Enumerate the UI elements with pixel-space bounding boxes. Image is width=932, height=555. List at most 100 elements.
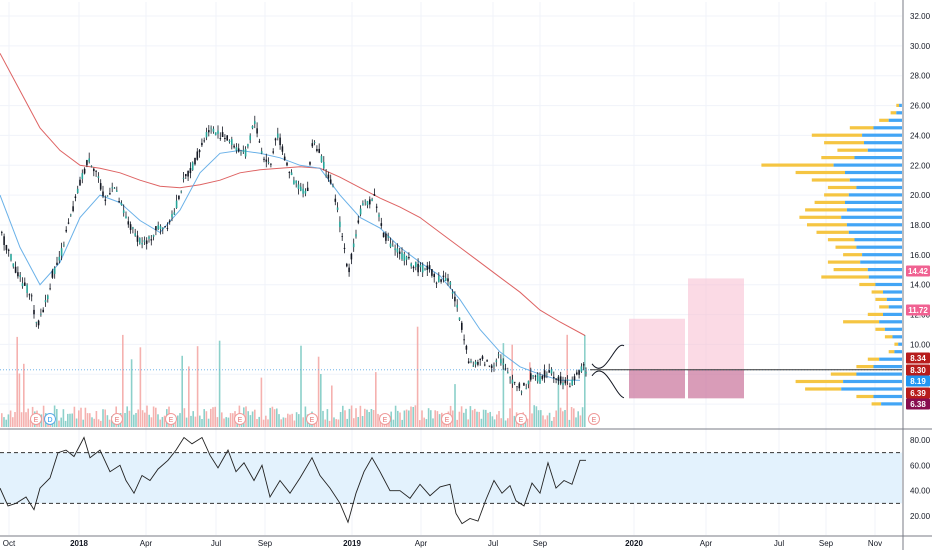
candle-body	[518, 383, 521, 389]
candle-body	[302, 188, 304, 194]
volume-profile-row	[890, 111, 897, 115]
candle-body	[265, 159, 268, 162]
time-tick-label: 2018	[70, 539, 88, 548]
volume-bar	[3, 417, 5, 427]
earnings-marker[interactable]	[441, 413, 453, 425]
candle-body	[341, 236, 343, 237]
volume-bar	[14, 412, 16, 427]
candle-body	[327, 174, 330, 179]
earnings-marker[interactable]	[30, 413, 42, 425]
earnings-marker[interactable]	[515, 413, 527, 425]
price-target-box[interactable]	[629, 318, 685, 399]
candle-body	[164, 226, 166, 227]
candle-body	[290, 172, 293, 175]
volume-bar	[64, 420, 67, 427]
time-tick-label: Apr	[140, 539, 153, 548]
time-tick-label: 2019	[343, 539, 361, 548]
volume-profile-row-up	[868, 275, 903, 279]
volume-bar	[368, 412, 370, 427]
candle-body	[447, 278, 449, 282]
volume-profile-row-up	[845, 200, 902, 204]
candle-body	[129, 224, 132, 230]
earnings-marker[interactable]	[588, 413, 600, 425]
volume-bar	[342, 405, 344, 427]
candle-body	[316, 149, 318, 151]
earnings-marker[interactable]	[44, 413, 56, 425]
time-tick-label: Jul	[774, 539, 784, 548]
volume-bar	[553, 417, 555, 427]
volume-bar	[141, 410, 144, 427]
volume-bar	[300, 345, 302, 427]
candle-body	[288, 172, 291, 173]
candle-body	[63, 244, 65, 246]
candle-body	[350, 253, 353, 260]
candle-body	[244, 149, 247, 157]
volume-bar	[408, 410, 410, 427]
candle-body	[463, 339, 465, 341]
volume-profile-row-up	[881, 402, 902, 406]
volume-bar	[20, 412, 23, 427]
candle-body	[585, 372, 587, 374]
volume-bar	[548, 412, 551, 427]
candle-body	[467, 361, 470, 363]
volume-profile-row-up	[848, 193, 902, 197]
candle-body	[249, 135, 251, 141]
price-tick-label: 16.00	[910, 251, 931, 260]
candle-body	[254, 121, 256, 124]
candle-body	[136, 235, 139, 242]
volume-bar	[412, 407, 414, 427]
candle-body	[148, 236, 150, 239]
volume-bar	[359, 405, 362, 427]
candle-body	[42, 309, 44, 313]
candle-body	[44, 300, 47, 303]
volume-bar	[469, 406, 472, 427]
volume-profile-row-up	[841, 387, 902, 391]
volume-bar	[267, 419, 269, 427]
projection-curve-down[interactable]	[591, 370, 625, 399]
earnings-marker[interactable]	[165, 413, 177, 425]
volume-bar	[476, 411, 478, 427]
earnings-marker[interactable]	[111, 413, 123, 425]
candle-body	[580, 366, 583, 372]
candle-body	[120, 203, 123, 206]
candle-body	[185, 174, 187, 177]
candle-body	[162, 228, 164, 229]
volume-bar	[348, 408, 351, 427]
candle-body	[251, 126, 254, 129]
volume-bar	[377, 413, 379, 427]
candle-body	[332, 185, 334, 187]
candle-body	[40, 313, 42, 315]
volume-bar	[177, 415, 179, 427]
volume-bar	[221, 412, 223, 427]
candle-body	[366, 201, 369, 206]
volume-bar	[196, 346, 199, 427]
projection-curve-up[interactable]	[591, 344, 625, 369]
earnings-marker[interactable]	[234, 413, 246, 425]
volume-bar	[317, 356, 320, 427]
earnings-marker[interactable]	[379, 413, 391, 425]
candle-body	[378, 214, 380, 217]
volume-bar	[414, 405, 417, 427]
time-tick-label: Nov	[868, 539, 882, 548]
price-tick-label: 32.00	[910, 12, 931, 21]
candle-body	[456, 304, 458, 308]
volume-bar	[529, 362, 531, 427]
time-tick-label: Oct	[3, 539, 16, 548]
candle-body	[582, 364, 585, 366]
earnings-marker[interactable]	[306, 413, 318, 425]
volume-profile-row	[875, 327, 885, 331]
price-target-box[interactable]	[688, 278, 744, 399]
price-badge	[906, 352, 930, 364]
volume-bar	[60, 417, 62, 427]
volume-bar	[496, 414, 498, 427]
candle-body	[461, 322, 463, 330]
candle-body	[125, 216, 127, 219]
volume-bar	[416, 326, 419, 427]
time-tick-label: Apr	[700, 539, 713, 548]
volume-bar	[370, 409, 373, 427]
volume-profile-row-up	[888, 305, 902, 309]
price-tick-label: 14.00	[910, 281, 931, 290]
volume-bar	[23, 363, 25, 427]
